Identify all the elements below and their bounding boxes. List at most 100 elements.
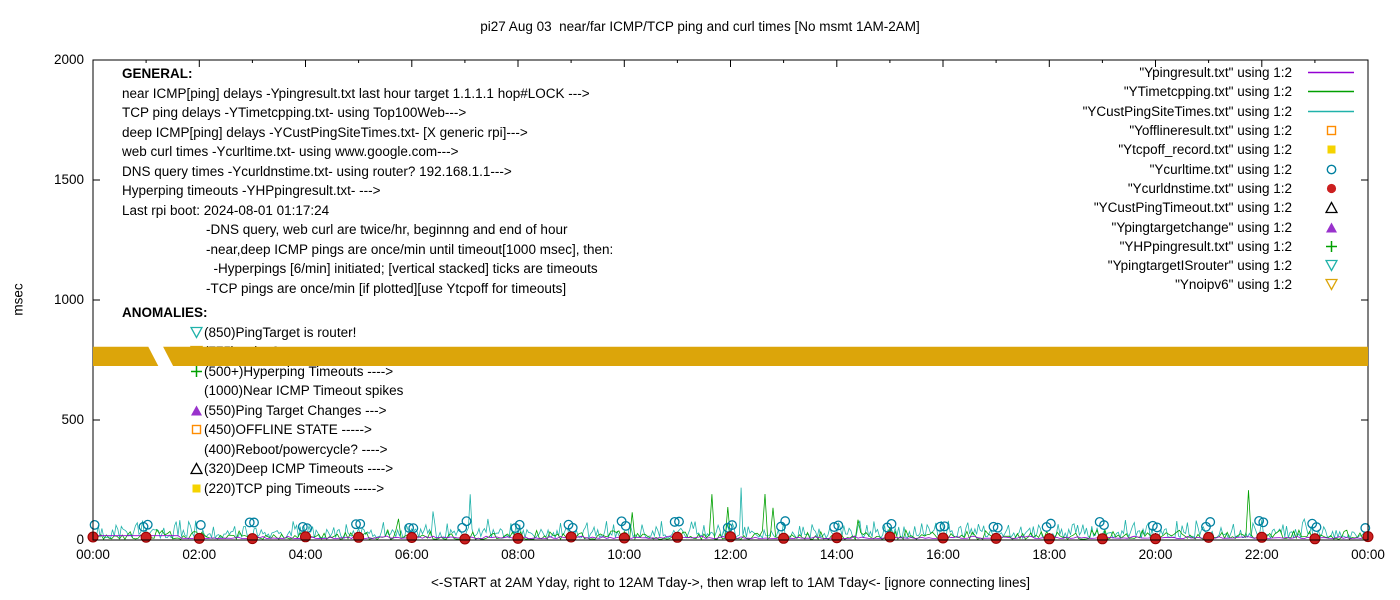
legend-label: "Ynoipv6" using 1:2 (1175, 277, 1292, 293)
x-tick-label: 20:00 (1138, 547, 1173, 562)
anomaly-label: (1000)Near ICMP Timeout spikes (204, 383, 404, 398)
general-annotation-block: GENERAL: near ICMP[ping] delays -Ypingre… (122, 64, 613, 298)
triangle-up-filled-icon (188, 404, 204, 417)
x-tick-label: 16:00 (926, 547, 960, 562)
legend-label: "YCustPingTimeout.txt" using 1:2 (1093, 200, 1292, 216)
square-filled-icon (188, 482, 204, 495)
anomaly-row: (220)TCP ping Timeouts -----> (188, 479, 403, 499)
legend-label: "YpingtargetISrouter" using 1:2 (1107, 258, 1292, 274)
x-tick-label: 10:00 (607, 547, 642, 562)
legend-entry: "YCustPingSiteTimes.txt" using 1:2 (1083, 102, 1362, 121)
legend-entry: "YTimetcpping.txt" using 1:2 (1083, 82, 1362, 101)
chart-title: pi27 Aug 03 near/far ICMP/TCP ping and c… (480, 19, 920, 34)
circle-open-icon (1300, 163, 1362, 176)
x-tick-label: 04:00 (288, 547, 323, 562)
y-tick-label: 0 (76, 532, 84, 547)
line-sample-icon (1300, 105, 1362, 118)
legend: "Ypingresult.txt" using 1:2 "YTimetcpping… (1083, 63, 1362, 295)
triangle-down-open-icon (188, 326, 204, 339)
anomaly-row: (550)Ping Target Changes ---> (188, 401, 403, 421)
y-tick-label: 1000 (53, 292, 84, 307)
anomaly-label: (850)PingTarget is router! (204, 324, 357, 340)
general-note: -DNS query, web curl are twice/hr, begin… (206, 222, 568, 237)
anomaly-row: (320)Deep ICMP Timeouts ----> (188, 459, 403, 479)
legend-label: "YTimetcpping.txt" using 1:2 (1123, 84, 1292, 100)
legend-entry: "YHPpingresult.txt" using 1:2 (1083, 237, 1362, 256)
legend-label: "Ycurldnstime.txt" using 1:2 (1127, 180, 1292, 196)
anomaly-row: (450)OFFLINE STATE -----> (188, 420, 403, 440)
x-tick-label: 06:00 (394, 547, 429, 562)
circle-filled-icon (1300, 182, 1362, 195)
legend-entry: "Ycurltime.txt" using 1:2 (1083, 159, 1362, 178)
general-line: TCP ping delays -YTimetcpping.txt- using… (122, 105, 467, 120)
triangle-up-filled-icon (1300, 221, 1362, 234)
legend-entry: "Ypingresult.txt" using 1:2 (1083, 63, 1362, 82)
legend-entry: "Ynoipv6" using 1:2 (1083, 275, 1362, 294)
x-axis-label: <-START at 2AM Yday, right to 12AM Tday-… (431, 575, 1030, 590)
anomaly-label: (220)TCP ping Timeouts -----> (204, 480, 385, 496)
x-tick-label: 02:00 (182, 547, 217, 562)
triangle-down-open-icon (1300, 278, 1362, 292)
plus-icon (1300, 240, 1362, 253)
legend-entry: "Ycurldnstime.txt" using 1:2 (1083, 179, 1362, 198)
general-note: -Hyperpings [6/min] initiated; [vertical… (206, 261, 598, 276)
legend-label: "Ypingresult.txt" using 1:2 (1139, 65, 1292, 81)
anomaly-row: (500+)Hyperping Timeouts ----> (188, 362, 403, 382)
anomaly-row: (1000)Near ICMP Timeout spikes (188, 381, 403, 401)
general-line: Last rpi boot: 2024-08-01 01:17:24 (122, 202, 330, 218)
triangle-down-open-icon (1300, 259, 1362, 272)
y-tick-label: 500 (61, 412, 84, 427)
line-sample-icon (1300, 66, 1362, 79)
x-tick-label: 08:00 (501, 547, 535, 562)
anomaly-label: (400)Reboot/powercycle? ----> (204, 441, 388, 457)
general-line: Hyperping timeouts -YHPpingresult.txt- -… (122, 183, 381, 198)
x-tick-label: 18:00 (1032, 547, 1067, 562)
anomaly-label: (500+)Hyperping Timeouts ----> (204, 363, 394, 379)
square-open-icon (188, 423, 204, 436)
general-heading: GENERAL: (122, 66, 193, 81)
x-tick-label: 14:00 (819, 547, 854, 562)
no-marker (188, 384, 204, 397)
legend-label: "Yofflineresult.txt" using 1:2 (1129, 123, 1292, 139)
legend-label: "YHPpingresult.txt" using 1:2 (1119, 238, 1292, 254)
anomaly-label: (775)no ipv6 ---> (204, 344, 305, 359)
x-tick-label: 00:00 (1351, 547, 1385, 562)
anomalies-heading: ANOMALIES: (122, 305, 208, 320)
x-tick-label: 12:00 (713, 547, 748, 562)
triangle-up-open-icon (1300, 201, 1362, 214)
no-marker (188, 443, 204, 456)
legend-label: "Ycurltime.txt" using 1:2 (1149, 161, 1292, 177)
legend-entry: "YpingtargetISrouter" using 1:2 (1083, 256, 1362, 275)
square-filled-icon (1300, 143, 1362, 156)
triangle-down-open-icon (188, 345, 204, 359)
legend-label: "Ytcpoff_record.txt" using 1:2 (1118, 142, 1292, 158)
anomaly-row: (775)no ipv6 ---> (188, 342, 403, 362)
anomaly-row: (400)Reboot/powercycle? ----> (188, 440, 403, 460)
x-tick-label: 00:00 (76, 547, 110, 562)
line-sample-icon (1300, 85, 1362, 98)
legend-entry: "Ypingtargetchange" using 1:2 (1083, 217, 1362, 236)
general-line: near ICMP[ping] delays -Ypingresult.txt … (122, 85, 590, 101)
general-line: DNS query times -Ycurldnstime.txt- using… (122, 163, 512, 179)
y-tick-label: 2000 (53, 52, 84, 67)
anomaly-label: (550)Ping Target Changes ---> (204, 402, 387, 418)
anomaly-row: (850)PingTarget is router! (188, 323, 403, 343)
legend-label: "Ypingtargetchange" using 1:2 (1111, 219, 1292, 235)
legend-entry: "Yofflineresult.txt" using 1:2 (1083, 121, 1362, 140)
square-open-icon (1300, 124, 1362, 137)
general-line: web curl times -Ycurltime.txt- using www… (122, 144, 459, 159)
general-note: -near,deep ICMP pings are once/min until… (206, 241, 614, 257)
general-note: -TCP pings are once/min [if plotted][use… (206, 280, 567, 296)
legend-entry: "Ytcpoff_record.txt" using 1:2 (1083, 140, 1362, 159)
triangle-up-open-icon (188, 462, 204, 475)
plus-icon (188, 365, 204, 378)
x-tick-label: 22:00 (1244, 547, 1279, 562)
y-axis-label: msec (10, 283, 26, 316)
general-line: deep ICMP[ping] delays -YCustPingSiteTim… (122, 124, 528, 140)
legend-label: "YCustPingSiteTimes.txt" using 1:2 (1082, 103, 1292, 119)
y-tick-label: 1500 (53, 172, 84, 187)
anomalies-annotation-block: ANOMALIES: (850)PingTarget is router! (77… (122, 303, 403, 498)
anomaly-label: (450)OFFLINE STATE -----> (204, 422, 372, 437)
